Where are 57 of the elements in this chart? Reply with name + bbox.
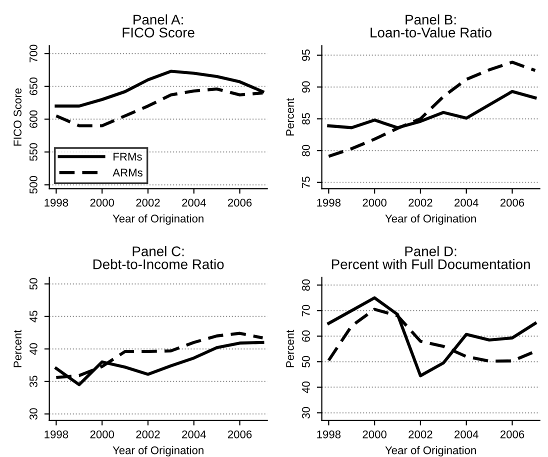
y-tick-label: 80: [302, 144, 310, 156]
y-tick-label: 80: [302, 279, 310, 291]
y-tick-label: 700: [30, 44, 38, 62]
chart-title: Panel A: FICO Score: [122, 14, 194, 38]
y-tick-label: 60: [302, 330, 310, 342]
x-tick-label: 2004: [182, 198, 206, 207]
y-tick-label: 40: [302, 381, 310, 394]
y-tick-label: 500: [30, 176, 38, 194]
line-series: [327, 60, 537, 158]
y-tick-label: 90: [302, 81, 310, 93]
x-tick-label: 2000: [90, 430, 114, 438]
x-tick-label: 1998: [317, 430, 341, 438]
y-tick-label: 40: [30, 343, 38, 355]
x-axis-title: Year of Origination: [112, 214, 204, 225]
y-tick-label: 45: [30, 310, 38, 322]
x-tick-label: 2004: [454, 198, 478, 207]
x-tick-label: 1998: [44, 198, 68, 207]
x-tick-label: 2006: [500, 198, 524, 207]
y-tick-label: 35: [30, 376, 38, 388]
y-axis-title: FICO Score: [14, 88, 22, 146]
y-tick-label: 30: [302, 407, 310, 419]
x-axis-title: Year of Origination: [385, 446, 476, 456]
x-tick-label: 2000: [362, 198, 386, 207]
x-tick-label: 2002: [408, 198, 432, 207]
x-axis-title: Year of Origination: [385, 214, 476, 225]
x-tick-label: 1998: [317, 198, 341, 207]
x-tick-label: 2002: [408, 430, 432, 438]
x-tick-label: 2000: [362, 430, 386, 438]
y-tick-label: 50: [30, 278, 38, 290]
y-tick-label: 650: [30, 78, 38, 96]
legend-label: FRMs: [114, 152, 142, 161]
x-tick-label: 2006: [228, 198, 252, 207]
x-tick-label: 2006: [228, 430, 252, 438]
x-tick-label: 2006: [500, 430, 524, 438]
line-series: [327, 296, 537, 378]
x-tick-label: 1998: [44, 430, 68, 438]
y-tick-label: 70: [302, 304, 310, 316]
y-tick-label: 75: [302, 176, 310, 188]
x-tick-label: 2002: [136, 198, 160, 207]
x-tick-label: 2004: [182, 430, 206, 438]
x-tick-label: 2002: [136, 430, 160, 438]
x-tick-label: 2004: [454, 430, 478, 438]
y-tick-label: 600: [30, 110, 38, 128]
y-axis-title: Percent: [286, 98, 294, 136]
chart-title: Panel D: Percent with Full Documentation: [332, 246, 530, 270]
legend-label: ARMs: [112, 168, 142, 177]
y-tick-label: 550: [30, 143, 38, 161]
y-tick-label: 30: [30, 408, 38, 420]
y-axis-title: Percent: [14, 330, 22, 368]
chart-title: Panel B: Loan-to-Value Ratio: [370, 14, 492, 38]
y-tick-label: 85: [302, 113, 310, 124]
x-axis-title: Year of Origination: [112, 446, 204, 456]
y-axis-title: Percent: [286, 330, 294, 368]
y-tick-label: 95: [302, 50, 310, 61]
x-tick-label: 2000: [90, 198, 114, 207]
chart-title: Panel C: Debt-to-Income Ratio: [93, 246, 224, 270]
y-tick-label: 50: [302, 356, 310, 368]
